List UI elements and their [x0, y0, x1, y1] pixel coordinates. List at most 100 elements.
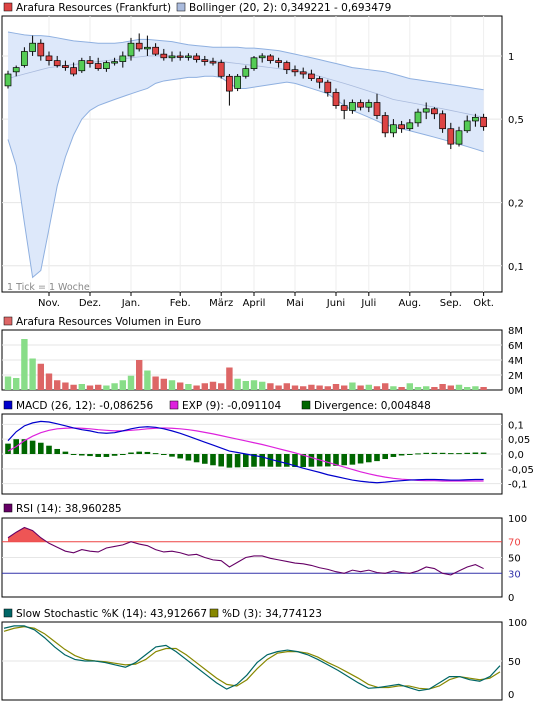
divergence-bar — [333, 454, 339, 466]
candle-down — [135, 42, 143, 50]
candlesticks — [4, 33, 487, 150]
candle-down — [70, 67, 77, 75]
divergence-bar — [349, 454, 356, 465]
price-legend-swatch — [3, 2, 13, 12]
stochastic-y-axis: 100 50 0 — [508, 618, 527, 701]
candle-down — [381, 115, 389, 134]
candle-up — [185, 55, 192, 58]
rsi-grid — [2, 541, 502, 574]
divergence-bar — [407, 454, 413, 455]
volume-tick-label: 8M — [508, 326, 523, 337]
price-legend: Arafura Resources (Frankfurt) Bollinger … — [3, 2, 391, 14]
macd-tick-label: -0,1 — [508, 480, 528, 491]
divergence-bar — [193, 454, 200, 463]
bollinger-fill — [8, 32, 484, 278]
candle-down — [209, 61, 217, 64]
divergence-bar — [439, 452, 446, 454]
stoch-d-legend-label: %D (3): 34,774123 — [222, 608, 322, 620]
divergence-bar — [21, 439, 28, 454]
volume-bar — [127, 375, 135, 390]
volume-tick-label: 2M — [508, 371, 523, 382]
volume-bar — [78, 384, 85, 390]
volume-bar — [136, 360, 143, 390]
divergence-bar — [5, 443, 11, 454]
volume-bar — [144, 370, 151, 390]
volume-bar — [283, 383, 290, 390]
volume-tick-label: 0M — [508, 386, 523, 397]
candle-down — [439, 113, 446, 130]
volume-bar — [234, 378, 241, 390]
volume-bar — [308, 384, 315, 390]
divergence-bar — [46, 445, 52, 454]
candle-up — [406, 122, 414, 130]
stoch-k-line — [3, 625, 501, 692]
bollinger-legend-label: Bollinger (20, 2): 0,349221 - 0,693479 — [189, 2, 391, 14]
rsi-tick-label: 100 — [508, 514, 527, 525]
volume-bar — [267, 383, 274, 390]
volume-bar — [357, 385, 364, 390]
rsi-line-path — [7, 526, 484, 576]
candle-up — [463, 120, 471, 132]
divergence-bar — [70, 454, 77, 455]
volume-legend-swatch — [3, 316, 13, 326]
price-plot-frame — [1, 15, 503, 293]
volume-bar — [464, 387, 471, 390]
candle-down — [37, 42, 45, 57]
candle-up — [29, 42, 36, 52]
divergence-legend-label: Divergence: 0,004848 — [314, 400, 431, 412]
rsi-tick-label: 30 — [508, 569, 521, 580]
macd-legend: MACD (26, 12): -0,086256 EXP (9): -0,091… — [3, 400, 431, 412]
candle-up — [234, 75, 241, 89]
candle-down — [299, 71, 307, 75]
volume-bar — [382, 383, 389, 390]
divergence-bar — [464, 452, 470, 454]
date-tick-label: Juli — [360, 298, 376, 309]
volume-bar — [185, 384, 192, 390]
divergence-bar — [423, 452, 429, 454]
divergence-bar — [111, 454, 118, 456]
candle-up — [455, 130, 463, 145]
divergence-bar — [95, 454, 101, 457]
volume-bar — [119, 380, 126, 390]
candle-down — [431, 108, 438, 115]
candle-up — [242, 68, 250, 77]
rsi-legend: RSI (14): 38,960285 — [3, 503, 122, 515]
divergence-bar — [357, 454, 364, 464]
volume-bar — [447, 385, 454, 390]
date-tick-label: Jan. — [121, 298, 141, 309]
volume-legend-label: Arafura Resources Volumen in Euro — [16, 316, 201, 328]
divergence-bar — [448, 453, 454, 455]
volume-bar — [160, 378, 167, 390]
candle-down — [267, 55, 274, 61]
candle-up — [414, 111, 422, 124]
volume-bar — [324, 386, 331, 390]
volume-bar — [226, 367, 233, 390]
volume-bar — [332, 384, 340, 390]
candle-down — [398, 124, 405, 130]
divergence-bar — [234, 454, 241, 468]
candle-down — [332, 92, 340, 106]
volume-bar — [349, 382, 356, 390]
volume-bar — [341, 385, 348, 390]
divergence-bar — [374, 454, 380, 462]
divergence-bar — [62, 451, 69, 454]
price-tick-label: 1 — [508, 52, 514, 63]
divergence-legend-swatch — [301, 400, 311, 410]
candle-down — [217, 62, 225, 77]
exp-line — [7, 427, 484, 482]
volume-bar — [316, 385, 323, 390]
candle-down — [480, 116, 487, 128]
divergence-bar — [472, 452, 479, 454]
candle-down — [176, 55, 184, 58]
volume-bar — [193, 385, 200, 390]
volume-y-axis: 8M 6M 4M 2M 0M — [508, 326, 523, 397]
volume-tick-label: 4M — [508, 356, 523, 367]
volume-legend: Arafura Resources Volumen in Euro — [3, 316, 201, 328]
divergence-bar — [431, 452, 438, 454]
bollinger-lower-line — [7, 75, 484, 279]
volume-bar — [373, 386, 381, 390]
exp-legend-label: EXP (9): -0,091104 — [182, 400, 281, 412]
date-tick-label: Aug. — [398, 298, 421, 309]
volume-bar — [365, 384, 372, 390]
